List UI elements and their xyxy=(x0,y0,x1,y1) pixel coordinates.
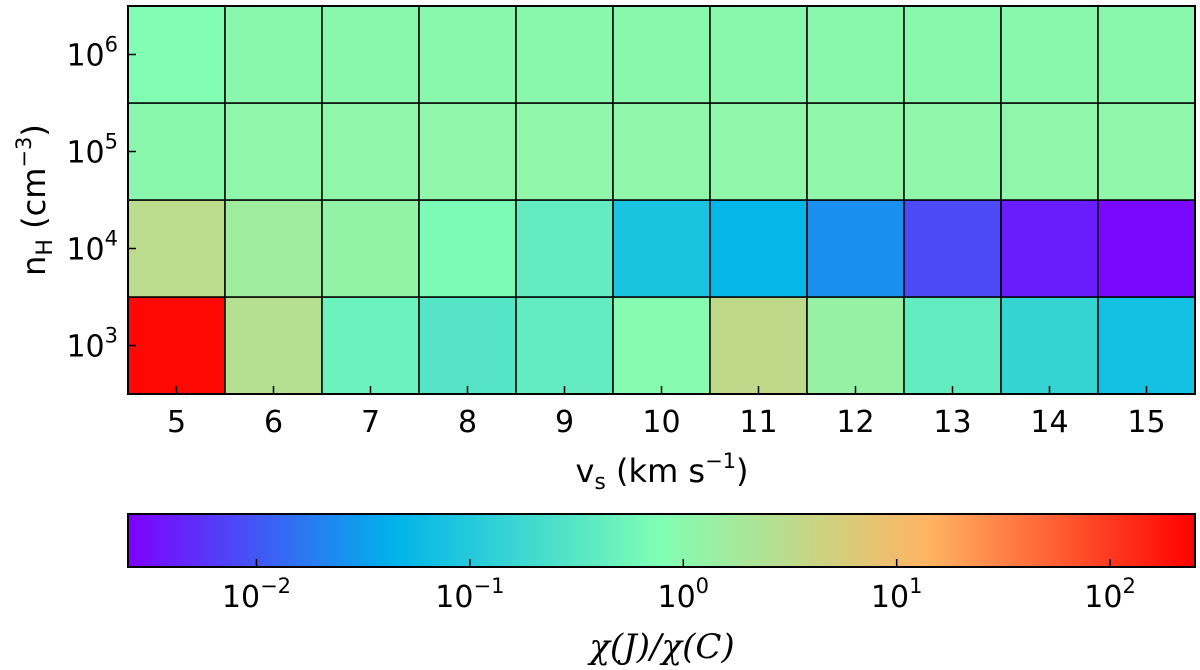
x-axis: 5 6 7 8 9 10 11 12 13 14 15 xyxy=(167,386,1166,440)
heatmap-cell xyxy=(903,296,1002,395)
heatmap-cell xyxy=(709,5,808,104)
x-tick-label: 15 xyxy=(1127,405,1165,440)
heatmap-cell xyxy=(903,199,1002,298)
heatmap-cell xyxy=(418,199,517,298)
heatmap-cell xyxy=(903,102,1002,201)
heatmap-cell xyxy=(1097,5,1196,104)
y-tick-label: 106 xyxy=(66,33,118,74)
heatmap-cell xyxy=(612,102,711,201)
colorbar-tick-label: 102 xyxy=(1084,574,1136,615)
heatmap-cell xyxy=(515,199,614,298)
x-tick-label: 12 xyxy=(836,405,874,440)
heatmap-cell xyxy=(321,199,420,298)
heatmap-cell xyxy=(127,296,226,395)
heatmap-cell xyxy=(1000,102,1099,201)
heatmap-cell xyxy=(418,102,517,201)
heatmap-cell xyxy=(321,102,420,201)
heatmap-cell xyxy=(903,5,1002,104)
heatmap-cell xyxy=(1097,296,1196,395)
x-tick-label: 6 xyxy=(264,405,283,440)
heatmap-cell xyxy=(1000,199,1099,298)
y-tick-label: 104 xyxy=(66,227,118,268)
x-tick-label: 9 xyxy=(555,405,574,440)
heatmap-cell xyxy=(806,102,905,201)
heatmap-cell xyxy=(127,102,226,201)
heatmap-cell xyxy=(515,5,614,104)
heatmap-cell xyxy=(224,296,323,395)
heatmap-cell xyxy=(418,296,517,395)
y-axis: 103 104 105 106 xyxy=(66,33,136,365)
heatmap-cell xyxy=(612,5,711,104)
colorbar-tick-label: 10−1 xyxy=(435,574,504,615)
colorbar-label: χ(J)/χ(C) xyxy=(587,627,734,667)
heatmap-cell xyxy=(127,199,226,298)
heatmap-cell xyxy=(1000,296,1099,395)
heatmap-cell xyxy=(709,199,808,298)
heatmap-cell xyxy=(806,296,905,395)
heatmap-cell xyxy=(806,5,905,104)
heatmap-cell xyxy=(515,102,614,201)
heatmap-cell xyxy=(224,5,323,104)
heatmap-cell xyxy=(321,5,420,104)
y-axis-label: nH (cm−3) xyxy=(12,124,58,276)
heatmap-cell xyxy=(806,199,905,298)
heatmap-cell xyxy=(127,5,226,104)
colorbar-gradient xyxy=(127,513,1196,568)
heatmap-cell xyxy=(515,296,614,395)
colorbar-tick-label: 100 xyxy=(657,574,709,615)
colorbar: 10−2 10−1 100 101 102 xyxy=(127,513,1196,615)
x-axis-label: vs (km s−1) xyxy=(575,449,748,495)
heatmap-cell xyxy=(1000,5,1099,104)
colorbar-tick-label: 10−2 xyxy=(222,574,291,615)
heatmap xyxy=(127,5,1196,395)
x-tick-label: 10 xyxy=(642,405,680,440)
x-tick-label: 5 xyxy=(167,405,186,440)
x-tick-label: 8 xyxy=(458,405,477,440)
heatmap-cell xyxy=(709,102,808,201)
heatmap-cell xyxy=(1097,102,1196,201)
heatmap-cell xyxy=(1097,199,1196,298)
y-tick-label: 105 xyxy=(66,130,118,171)
heatmap-cell xyxy=(418,5,517,104)
x-tick-label: 14 xyxy=(1030,405,1068,440)
colorbar-tick-label: 101 xyxy=(871,574,923,615)
heatmap-cell xyxy=(224,199,323,298)
heatmap-cell xyxy=(224,102,323,201)
x-tick-label: 13 xyxy=(933,405,971,440)
y-tick-label: 103 xyxy=(66,324,118,365)
heatmap-cell xyxy=(709,296,808,395)
heatmap-cell xyxy=(612,296,711,395)
x-tick-label: 11 xyxy=(739,405,777,440)
heatmap-cell xyxy=(321,296,420,395)
heatmap-cell xyxy=(612,199,711,298)
x-tick-label: 7 xyxy=(361,405,380,440)
